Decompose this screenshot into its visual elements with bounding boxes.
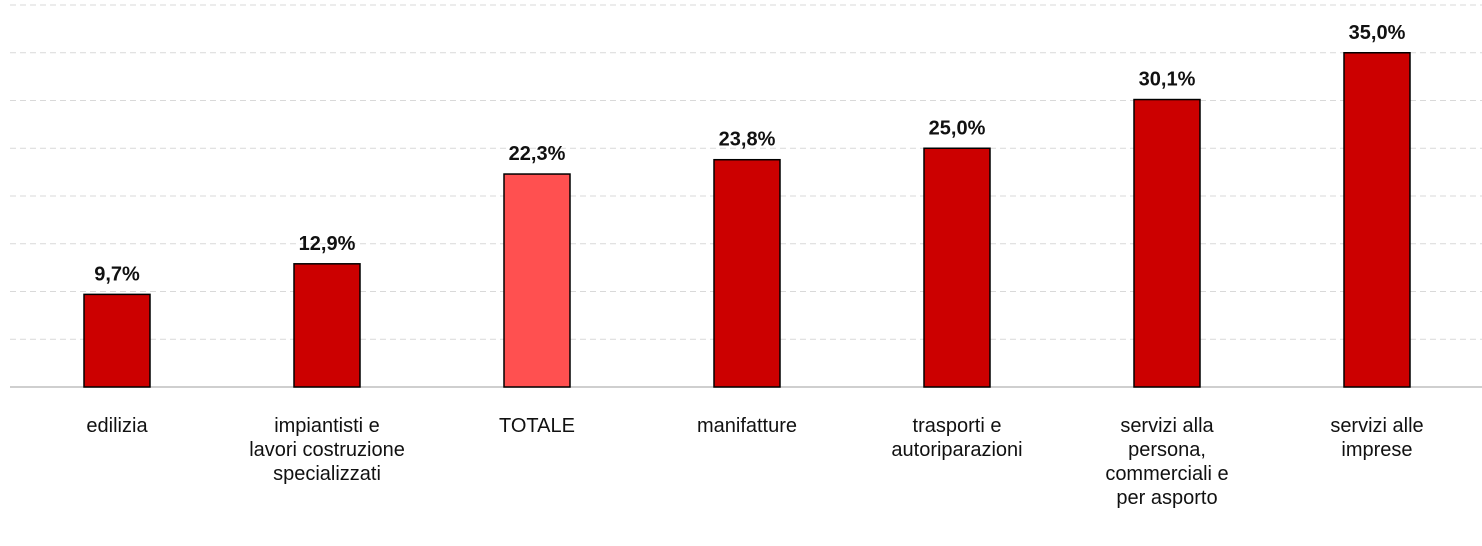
x-tick-label: edilizia (86, 415, 148, 437)
bar (1133, 98, 1201, 388)
x-tick-line: trasporti e (913, 415, 1002, 437)
value-label: 12,9% (299, 233, 356, 255)
x-tick-label: servizi alle imprese (1330, 415, 1423, 461)
x-tick-line: edilizia (86, 415, 148, 437)
x-tick-line: per asporto (1116, 487, 1217, 509)
bar (923, 147, 991, 388)
x-tick-line: autoriparazioni (891, 439, 1022, 461)
bar (503, 173, 571, 388)
x-tick-line: servizi alla (1120, 415, 1214, 437)
x-tick-label: servizi alla persona, commerciali e per asp… (1105, 415, 1228, 509)
value-label: 23,8% (719, 129, 776, 151)
value-label: 30,1% (1139, 69, 1196, 91)
bar (293, 263, 361, 388)
x-tick-label: manifatture (697, 415, 797, 437)
x-tick-line: TOTALE (499, 415, 575, 437)
x-tick-line: lavori costruzione (249, 439, 405, 461)
x-tick-line: imprese (1341, 439, 1412, 461)
x-tick-line: manifatture (697, 415, 797, 437)
bar (713, 158, 781, 388)
value-label: 9,7% (94, 263, 140, 285)
value-label: 35,0% (1349, 22, 1406, 44)
x-tick-label: TOTALE (499, 415, 575, 437)
value-label: 22,3% (509, 143, 566, 165)
x-tick-label: impiantisti e lavori costruzione specializ… (249, 415, 405, 485)
x-tick-label: trasporti e autoriparazioni (891, 415, 1022, 461)
bar (1343, 52, 1411, 388)
x-tick-line: servizi alle (1330, 415, 1423, 437)
x-tick-line: impiantisti e (274, 415, 380, 437)
value-label: 25,0% (929, 117, 986, 139)
x-tick-line: specializzati (273, 463, 381, 485)
x-tick-line: commerciali e (1105, 463, 1228, 485)
x-tick-line: persona, (1128, 439, 1206, 461)
bar (83, 293, 151, 388)
